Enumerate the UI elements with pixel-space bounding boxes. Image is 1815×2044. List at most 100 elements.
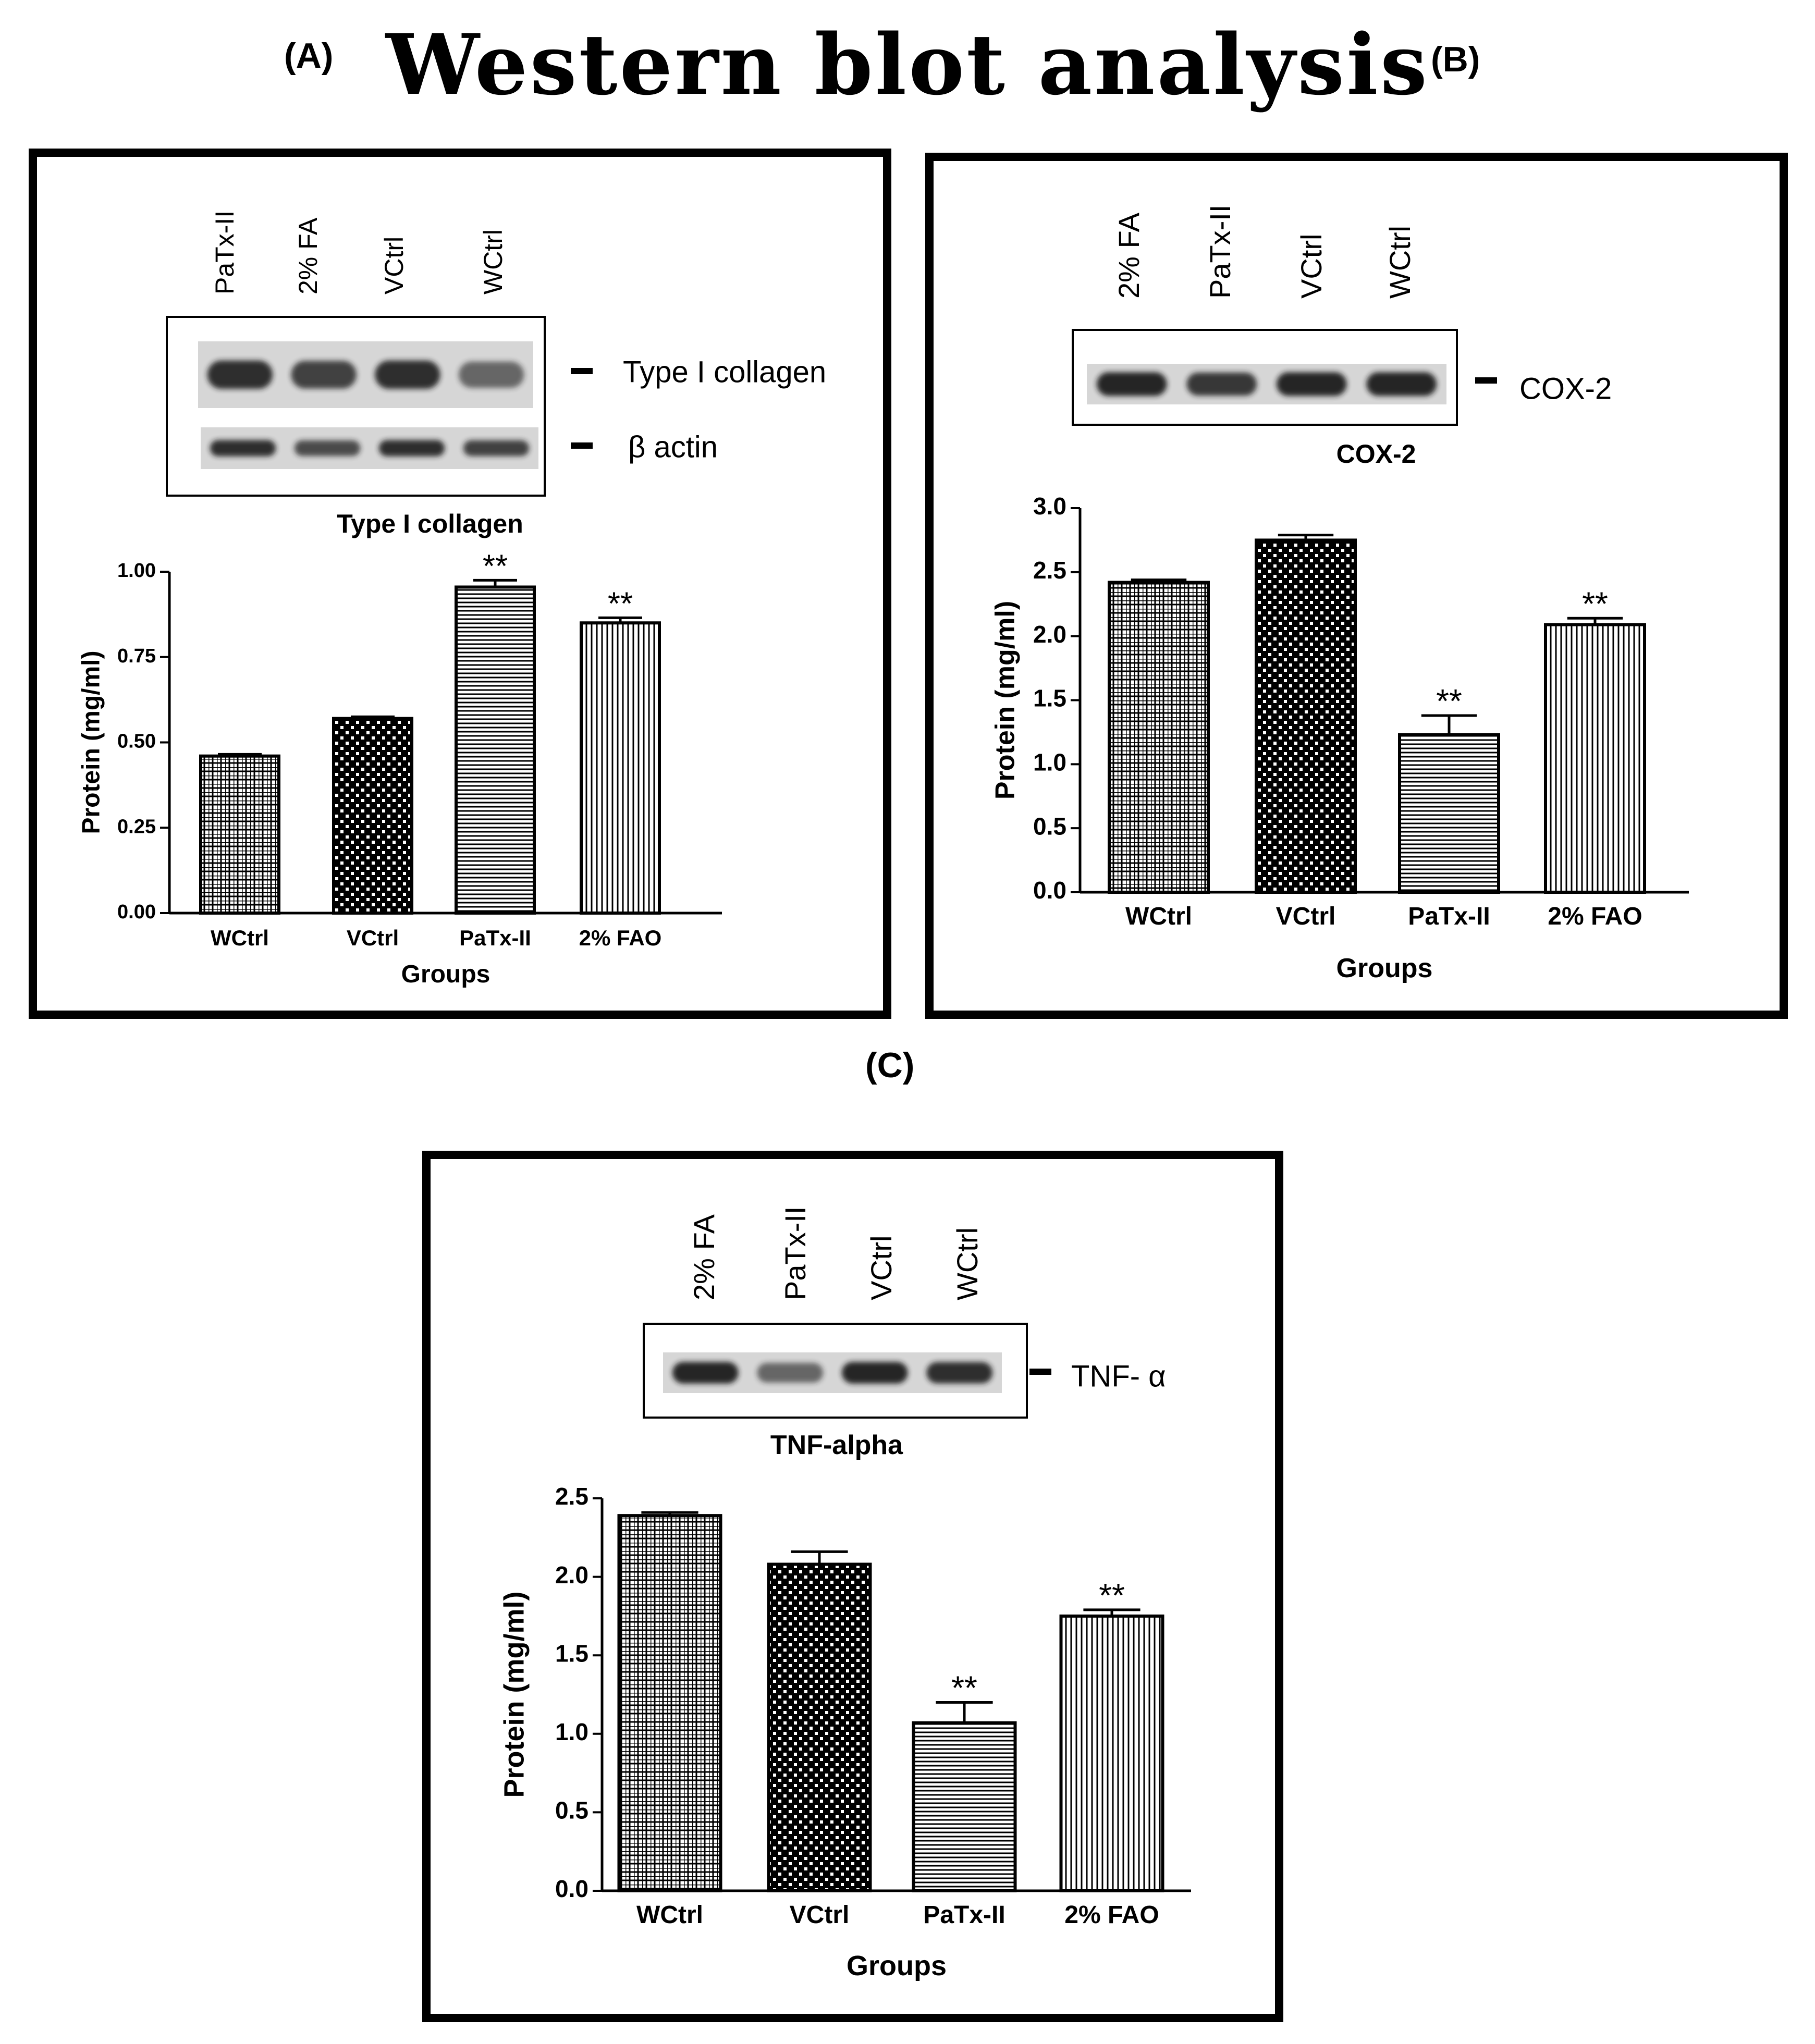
panel-b-blot-band [1366,372,1437,396]
panel-b-blot-frame [1072,329,1458,426]
panel-label-a: (A) [284,36,334,76]
chart-c-category-label: PaTx-II [923,1901,1005,1929]
chart-b-significance-label: ** [1436,682,1462,720]
panel-b-blot-band [1186,372,1257,396]
chart-c-y-axis-title: Protein (mg/ml) [498,1591,530,1797]
chart-c-bar [912,1721,1017,1893]
chart-b-category-label: PaTx-II [1408,903,1490,930]
chart-b-y-tick-label: 2.0 [1033,621,1066,648]
chart-c-significance-label: ** [1099,1577,1125,1614]
chart-c-y-tick-label: 2.0 [555,1561,588,1589]
chart-c-y-tick-label: 2.5 [555,1483,588,1510]
panel-c-lane-label: WCtrl [951,1227,984,1300]
chart-c-y-tick-label: 0.5 [555,1797,588,1824]
chart-c-bar [767,1562,872,1892]
panel-a-marker-label: β actin [628,430,718,464]
panel-c-lane-label: 2% FA [688,1214,720,1300]
chart-b-y-axis-title: Protein (mg/ml) [990,601,1021,799]
chart-a-category-label: 2% FAO [579,926,662,950]
chart-a-y-tick-label: 0.25 [117,816,156,838]
panel-c-blot-band [841,1362,908,1384]
chart-a-bar [580,621,661,915]
panel-c-blot-band [672,1362,739,1384]
panel-a-blot-band [210,440,276,457]
chart-c-category-label: 2% FAO [1064,1901,1159,1929]
panel-a-blot-band [378,440,445,457]
chart-c-x-axis-title: Groups [847,1950,947,1981]
chart-b-category-label: VCtrl [1276,903,1336,930]
chart-b-y-tick-label: 0.0 [1033,877,1066,904]
chart-c-y-tick-label: 1.5 [555,1640,588,1667]
panel-a-blot-band [463,440,530,457]
panel-b-blot-band [1276,372,1347,396]
chart-a-bar [455,585,536,915]
panel-a-blot-band [207,360,273,389]
panel-a-blot-band [458,361,524,388]
chart-c-bar [1059,1614,1164,1892]
panel-a-lane-label: PaTx-II [210,211,239,294]
panel-a-marker-dash [571,442,593,449]
chart-b-y-tick-label: 1.0 [1033,748,1066,775]
panel-b-lane-label: 2% FA [1112,212,1145,299]
chart-c-bar [617,1514,722,1893]
chart-c-y-tick-label: 1.0 [555,1718,588,1745]
panel-label-b: (B) [1431,40,1480,79]
chart-a-bar [199,754,280,915]
panel-a-marker-dash [571,368,593,374]
panel-b-blot-band [1096,372,1167,396]
figure-title: Western blot analysis [386,16,1429,114]
panel-a-blot-band [294,440,361,456]
chart-a-y-axis-title: Protein (mg/ml) [78,650,105,834]
chart-b-significance-label: ** [1582,585,1608,622]
chart-b-bar [1108,581,1210,894]
panel-a-blot-caption: Type I collagen [337,509,523,538]
panel-a-marker-label: Type I collagen [623,355,826,389]
chart-a-y-tick-label: 1.00 [117,560,156,582]
chart-a-bar [332,717,413,915]
chart-a-significance-label: ** [608,586,633,622]
chart-b-y-tick-label: 0.5 [1033,812,1066,840]
chart-a-category-label: VCtrl [347,926,399,950]
chart-b-y-tick-label: 2.5 [1033,557,1066,584]
panel-a-blot-frame [166,316,546,497]
chart-c-y-tick-label: 0.0 [555,1875,588,1902]
chart-b-category-label: 2% FAO [1548,903,1642,930]
panel-c-marker-dash [1029,1369,1051,1375]
chart-a-x-axis-title: Groups [401,961,490,988]
chart-b-y-tick-label: 1.5 [1033,685,1066,712]
chart-b-bar [1398,733,1500,894]
panel-b-lane-label: WCtrl [1383,226,1416,299]
chart-c-significance-label: ** [951,1669,977,1707]
chart-a-significance-label: ** [483,548,508,584]
panel-c-blot-frame [643,1323,1028,1419]
chart-a-y-tick-label: 0.75 [117,645,156,667]
panel-c-lane-label: PaTx-II [779,1206,812,1300]
panel-c-blot-band [926,1362,993,1384]
panel-a-blot-band [375,360,440,389]
chart-b-bar [1544,623,1646,894]
chart-b-category-label: WCtrl [1125,903,1192,930]
panel-a-lane-label: VCtrl [379,237,409,294]
chart-c-category-label: WCtrl [636,1901,703,1929]
chart-b-y-tick-label: 3.0 [1033,492,1066,520]
panel-a-lane-label: 2% FA [293,217,323,294]
chart-a-category-label: WCtrl [211,926,269,950]
panel-b-lane-label: VCtrl [1295,234,1328,299]
chart-a-y-tick-label: 0.00 [117,901,156,923]
panel-c-marker-label: TNF- α [1071,1359,1166,1393]
panel-b-lane-label: PaTx-II [1204,205,1236,299]
chart-a-category-label: PaTx-II [459,926,531,950]
panel-c-blot-band [757,1363,824,1383]
panel-label-c: (C) [865,1045,915,1085]
panel-c-blot-caption: TNF-alpha [770,1430,903,1460]
chart-b-x-axis-title: Groups [1336,953,1433,983]
panel-a-blot-band [291,361,357,389]
panel-c-lane-label: VCtrl [865,1236,898,1300]
chart-a-y-tick-label: 0.50 [117,731,156,753]
panel-b-blot-caption: COX-2 [1336,439,1416,469]
panel-b-marker-label: COX-2 [1519,372,1612,405]
panel-a-lane-label: WCtrl [479,229,508,294]
panel-b-marker-dash [1475,377,1497,384]
chart-b-bar [1255,538,1357,894]
